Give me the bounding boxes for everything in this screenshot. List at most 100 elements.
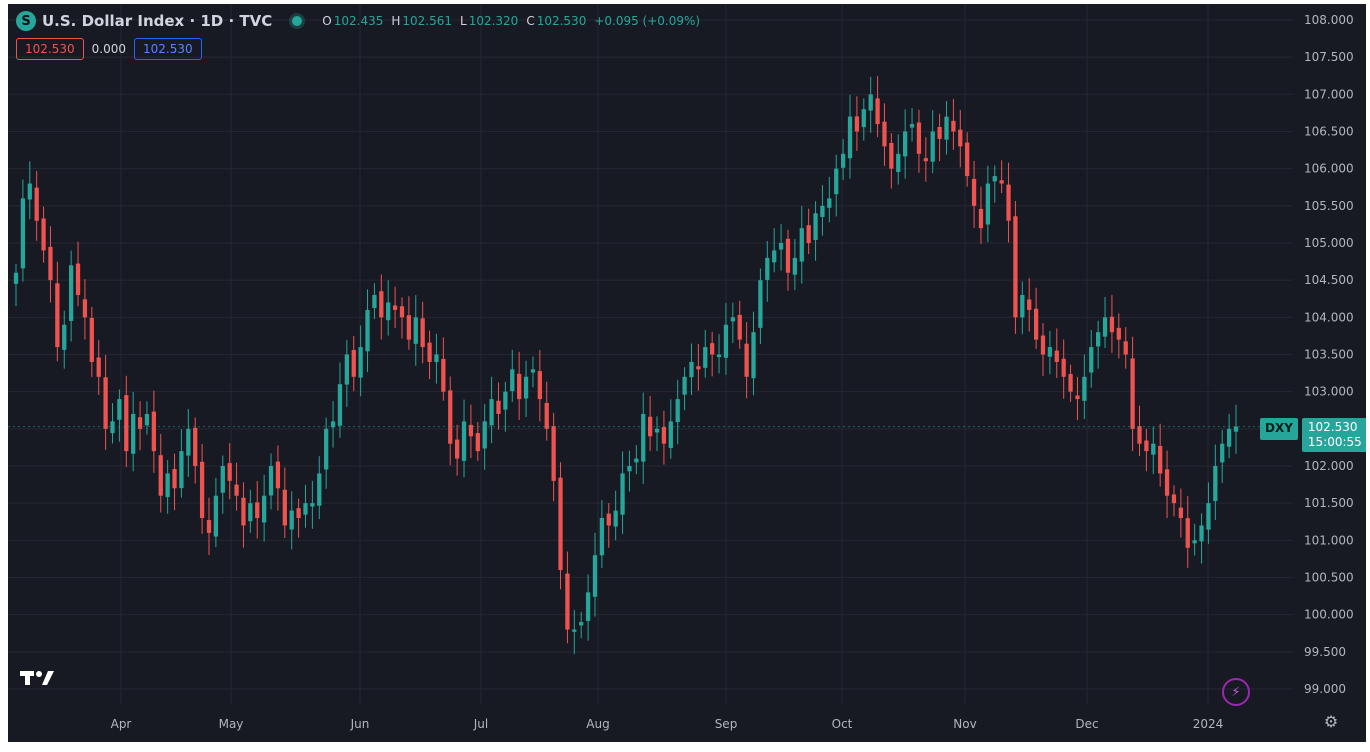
candle-body xyxy=(420,318,425,348)
y-tick-label: 101.000 xyxy=(1304,533,1354,547)
y-tick-label: 102.000 xyxy=(1304,459,1354,473)
candle-body xyxy=(358,347,363,378)
candle-body xyxy=(965,142,970,177)
candle-body xyxy=(13,272,19,284)
candle-body xyxy=(392,305,398,310)
y-tick-label: 103.500 xyxy=(1304,348,1354,362)
candle-body xyxy=(627,466,632,472)
tradingview-logo-icon[interactable] xyxy=(20,669,56,695)
candle-body xyxy=(820,205,825,217)
candle-body xyxy=(454,439,460,459)
price-change: +0.095 (+0.09%) xyxy=(594,14,701,28)
candle-body xyxy=(441,358,446,392)
candle-body xyxy=(241,497,246,526)
candle-body xyxy=(206,520,212,533)
candle-body xyxy=(551,426,556,481)
candle-body xyxy=(337,384,343,426)
candle-body xyxy=(1020,295,1025,318)
candle-body xyxy=(944,116,949,140)
candle-body xyxy=(813,213,818,241)
gear-icon[interactable]: ⚙ xyxy=(1323,711,1339,731)
candle-body xyxy=(558,477,563,571)
y-tick-label: 105.000 xyxy=(1304,236,1354,250)
candle-body xyxy=(261,495,267,523)
y-tick-label: 105.500 xyxy=(1304,199,1354,213)
candle-body xyxy=(199,461,205,519)
candle-body xyxy=(1013,216,1018,318)
candle-body xyxy=(1137,426,1142,444)
market-open-indicator-icon xyxy=(292,16,303,26)
candle-body xyxy=(1206,503,1211,530)
candle-body xyxy=(413,317,418,344)
price-tag-countdown: 15:00:55 xyxy=(1307,435,1362,449)
lightning-bolt-icon[interactable]: ⚡ xyxy=(1222,678,1250,706)
x-tick-label: Jun xyxy=(350,717,370,731)
candle-body xyxy=(647,416,653,437)
price-tag-value: 102.530 15:00:55 xyxy=(1301,418,1366,452)
candle-body xyxy=(896,153,901,172)
candle-body xyxy=(220,466,225,493)
candle-body xyxy=(889,142,894,169)
symbol-title[interactable]: U.S. Dollar Index · 1D · TVC xyxy=(42,12,273,30)
candle-body xyxy=(268,466,274,496)
x-tick-label: Dec xyxy=(1075,717,1098,731)
candle-body xyxy=(834,168,839,195)
y-tick-label: 106.000 xyxy=(1304,162,1354,176)
candle-body xyxy=(978,208,984,229)
price-chart[interactable]: 108.000 107.500 107.000 106.500 106.000 105.5… xyxy=(8,4,1366,742)
y-tick-label: 100.000 xyxy=(1304,608,1354,622)
candle-body xyxy=(1233,426,1239,432)
indicator-inputs: 102.530 0.000 102.530 xyxy=(16,38,202,60)
candle-body xyxy=(489,399,494,426)
bid-price-pill[interactable]: 102.530 xyxy=(16,38,84,60)
ask-price-pill[interactable]: 102.530 xyxy=(133,38,202,60)
candle-body xyxy=(427,342,432,362)
candle-body xyxy=(799,228,804,262)
candle-body xyxy=(1130,358,1135,429)
candle-body xyxy=(144,413,150,426)
candle-body xyxy=(275,461,281,489)
candle-body xyxy=(634,458,639,463)
candle-body xyxy=(730,317,735,322)
price-tag-price: 102.530 xyxy=(1307,420,1358,434)
symbol-logo-icon[interactable]: S xyxy=(16,11,36,31)
candle-body xyxy=(158,455,163,496)
spread-value: 0.000 xyxy=(91,42,126,56)
x-tick-label: Aug xyxy=(586,717,609,731)
candle-body xyxy=(710,343,715,355)
candle-body xyxy=(792,257,798,275)
candle-body xyxy=(137,417,143,429)
y-tick-label: 107.000 xyxy=(1304,87,1354,101)
candle-body xyxy=(131,413,136,454)
candle-body xyxy=(124,395,129,452)
candle-body xyxy=(1151,443,1156,455)
candle-body xyxy=(523,376,529,399)
candle-body xyxy=(654,428,660,433)
candle-body xyxy=(517,373,522,400)
candle-body xyxy=(1144,440,1149,452)
candle-body xyxy=(20,198,26,269)
candle-body xyxy=(289,510,294,530)
x-tick-label: 2024 xyxy=(1193,717,1224,731)
candle-body xyxy=(282,489,287,526)
candle-body xyxy=(27,183,32,200)
candle-body xyxy=(703,347,708,368)
x-tick-label: Nov xyxy=(953,717,976,731)
candle-body xyxy=(1096,332,1101,347)
ohlc-high: H 102.561 xyxy=(391,14,452,28)
chart-frame[interactable]: 108.000 107.500 107.000 106.500 106.000 105.5… xyxy=(8,4,1366,742)
candle-body xyxy=(406,315,412,340)
candle-body xyxy=(1006,184,1011,221)
candle-body xyxy=(461,421,467,461)
candle-body xyxy=(151,411,156,452)
candle-body xyxy=(840,153,846,168)
y-tick-label: 100.500 xyxy=(1304,571,1354,585)
candle-body xyxy=(496,400,501,414)
candle-body xyxy=(971,178,977,206)
candle-body xyxy=(751,332,756,379)
candle-body xyxy=(1213,466,1218,502)
candle-body xyxy=(1027,299,1032,310)
candle-body xyxy=(854,116,860,132)
candle-body xyxy=(1075,395,1080,400)
candle-body xyxy=(778,243,784,250)
